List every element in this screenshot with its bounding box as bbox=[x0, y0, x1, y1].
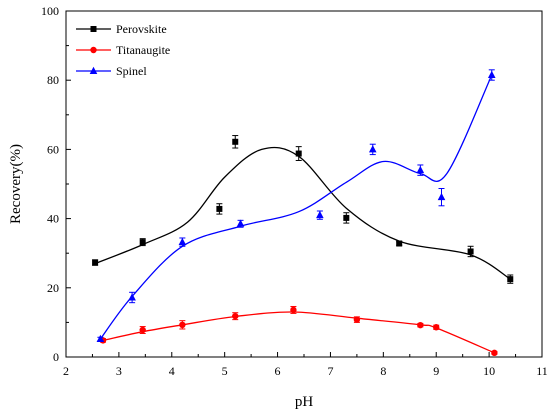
data-point bbox=[396, 240, 403, 247]
fit-curve-titanaugite bbox=[102, 311, 495, 354]
x-axis-label: pH bbox=[295, 394, 314, 410]
data-point bbox=[232, 138, 239, 145]
series-titanaugite bbox=[99, 305, 498, 357]
data-point bbox=[96, 334, 105, 343]
x-tick-label: 5 bbox=[222, 364, 228, 378]
x-tick-label: 10 bbox=[483, 364, 495, 378]
data-point bbox=[316, 210, 324, 219]
y-tick-label: 0 bbox=[53, 350, 59, 364]
x-axis-ticks: 2 3 4 5 6 7 8 9 10 11 bbox=[63, 352, 548, 378]
data-point bbox=[92, 259, 99, 266]
data-point bbox=[368, 145, 377, 153]
y-tick-label: 20 bbox=[47, 281, 59, 295]
fit-curve-perovskite bbox=[94, 146, 511, 280]
legend-label: Perovskite bbox=[116, 22, 167, 36]
legend-marker bbox=[90, 26, 97, 32]
legend-item-perovskite: Perovskite bbox=[76, 22, 167, 36]
data-point bbox=[216, 205, 223, 212]
data-point bbox=[353, 316, 361, 323]
legend-item-titanaugite: Titanaugite bbox=[76, 43, 170, 57]
y-tick-label: 80 bbox=[47, 73, 59, 87]
axes: 2 3 4 5 6 7 8 9 10 11 0 20 40 60 80 100 pH Recovery(%) bbox=[8, 4, 548, 410]
data-point bbox=[139, 326, 146, 334]
y-tick-label: 60 bbox=[47, 142, 59, 156]
fit-curve-spinel bbox=[99, 74, 493, 340]
series-layer bbox=[92, 69, 514, 357]
data-point bbox=[295, 150, 302, 157]
legend-marker bbox=[89, 66, 98, 74]
data-point bbox=[290, 306, 297, 314]
plot-area-frame bbox=[65, 10, 543, 358]
data-point bbox=[128, 293, 136, 301]
y-tick-label: 100 bbox=[41, 4, 59, 18]
x-tick-label: 9 bbox=[433, 364, 439, 378]
data-point bbox=[433, 324, 440, 331]
y-axis-ticks: 0 20 40 60 80 100 bbox=[41, 4, 71, 364]
x-tick-label: 3 bbox=[116, 364, 122, 378]
legend-item-spinel: Spinel bbox=[76, 64, 147, 78]
data-point bbox=[487, 70, 496, 79]
legend-marker bbox=[90, 46, 97, 54]
data-point bbox=[232, 312, 239, 320]
data-point bbox=[417, 321, 424, 329]
y-axis-label: Recovery(%) bbox=[8, 144, 24, 224]
data-point bbox=[178, 237, 187, 246]
data-point bbox=[507, 276, 514, 283]
series-perovskite bbox=[92, 135, 514, 284]
x-tick-label: 8 bbox=[380, 364, 386, 378]
series-spinel bbox=[96, 69, 496, 343]
data-point bbox=[139, 239, 146, 246]
x-tick-label: 7 bbox=[327, 364, 333, 378]
legend-label: Spinel bbox=[116, 64, 147, 78]
legend-label: Titanaugite bbox=[116, 43, 170, 57]
x-tick-label: 6 bbox=[275, 364, 281, 378]
data-point bbox=[236, 219, 245, 227]
y-tick-label: 40 bbox=[47, 212, 59, 226]
data-point bbox=[491, 349, 498, 357]
x-tick-label: 4 bbox=[169, 364, 175, 378]
x-tick-label: 2 bbox=[63, 364, 69, 378]
x-tick-label: 11 bbox=[536, 364, 548, 378]
data-point bbox=[437, 192, 446, 201]
legend: Perovskite Titanaugite Spinel bbox=[76, 22, 170, 78]
data-point bbox=[343, 214, 350, 221]
data-point bbox=[467, 248, 474, 255]
data-point bbox=[416, 165, 425, 174]
data-point bbox=[179, 321, 186, 329]
